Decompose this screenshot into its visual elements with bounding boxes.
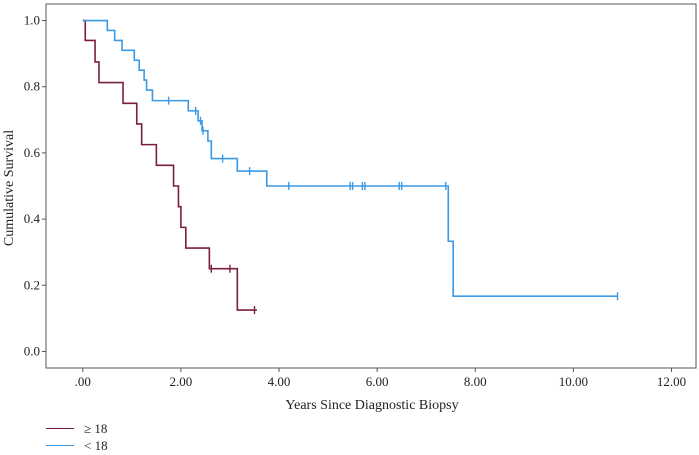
x-tick-label: 8.00: [464, 374, 487, 389]
legend-swatch-ge18: [46, 428, 74, 429]
legend-item-lt18: < 18: [46, 437, 108, 454]
y-tick-label: 0.4: [24, 211, 41, 226]
y-tick-label: 0.6: [24, 145, 41, 160]
y-tick-label: 0.0: [24, 343, 40, 358]
y-axis-title: Cumulative Survival: [2, 130, 17, 246]
legend-label-ge18: ≥ 18: [84, 420, 108, 436]
legend-label-lt18: < 18: [84, 437, 108, 453]
survival-line-series-0: [82, 19, 257, 311]
legend-swatch-lt18: [46, 445, 74, 446]
x-tick-label: 2.00: [170, 374, 193, 389]
legend-item-ge18: ≥ 18: [46, 420, 108, 437]
x-tick-label: 10.00: [559, 374, 588, 389]
y-tick-label: 0.2: [24, 277, 40, 292]
y-tick-label: 1.0: [24, 13, 40, 28]
x-tick-label: 12.00: [657, 374, 686, 389]
x-tick-label: 6.00: [366, 374, 389, 389]
x-tick-label: .00: [75, 374, 91, 389]
x-tick-label: 4.00: [268, 374, 291, 389]
legend: ≥ 18 < 18: [46, 420, 108, 454]
plot-frame: [45, 3, 697, 369]
x-axis-title: Years Since Diagnostic Biopsy: [285, 398, 458, 413]
y-tick-label: 0.8: [24, 79, 40, 94]
survival-line-series-1: [82, 19, 618, 297]
